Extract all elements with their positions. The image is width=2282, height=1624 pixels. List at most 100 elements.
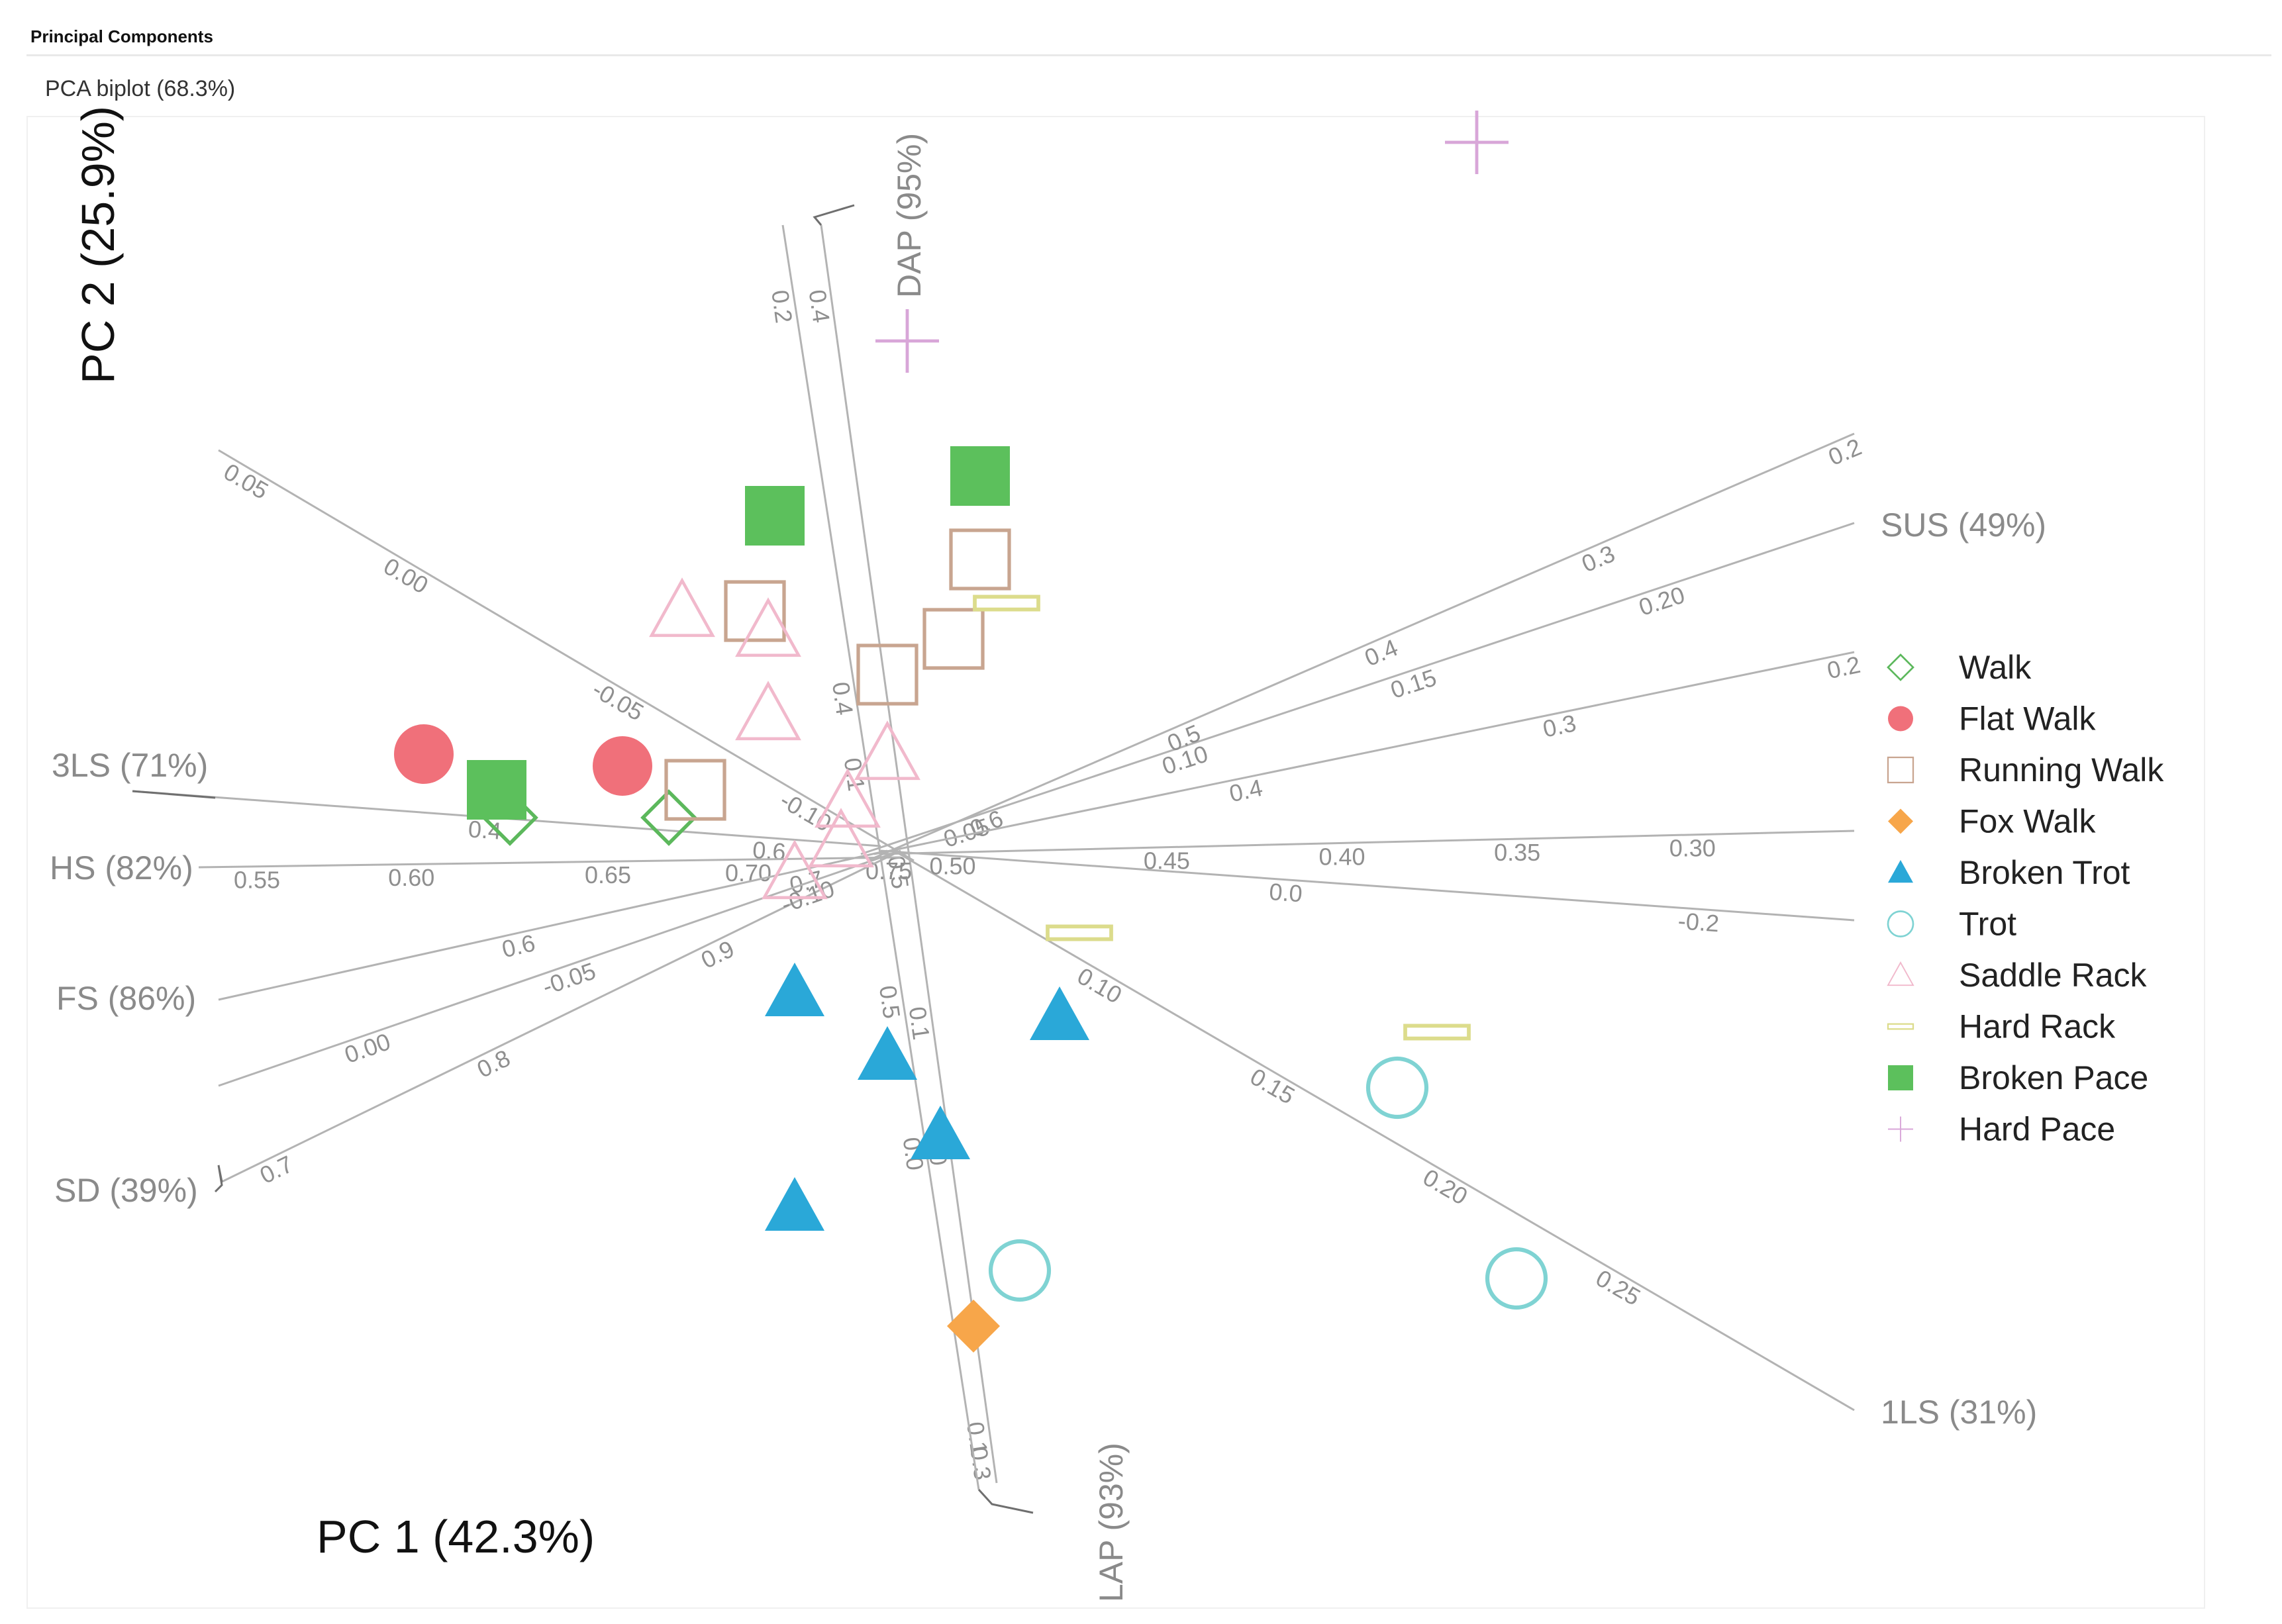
biplot-axis-lap-93: LAP (93%)0.40.10.50.00.2 (766, 224, 1130, 1602)
legend-marker (1888, 808, 1913, 834)
data-point (649, 577, 715, 638)
data-point (467, 760, 526, 820)
legend-item-trot: Trot (1887, 906, 2016, 943)
legend-marker (1888, 1065, 1913, 1090)
legend-label: Running Walk (1959, 751, 2164, 788)
axis-tick-label: 0.2 (766, 288, 798, 324)
data-point (988, 1239, 1052, 1302)
data-point (973, 595, 1040, 612)
axis-tick-label: 0.4 (1227, 774, 1265, 808)
axis-tick-label: 0.65 (585, 861, 631, 888)
biplot-axis-axis-12: 0.0 -0.2 (880, 849, 1855, 937)
axis-tick-label: 0.2 (1824, 433, 1865, 471)
data-point (922, 608, 985, 670)
data-point (1485, 1247, 1548, 1310)
axis-line (873, 651, 1855, 855)
biplot-axis-axis-11: 0.2 0.3 0.4 (873, 651, 1863, 855)
legend-marker (1888, 706, 1913, 732)
data-points (394, 111, 1548, 1353)
legend-label: Hard Pace (1959, 1111, 2115, 1148)
axis-tick-label: 0.3 (1540, 709, 1578, 743)
axis-tick-label: 0.30 (1669, 835, 1716, 862)
axis-tick-label: 0.15 (1387, 663, 1440, 704)
axis-tick-label: 0.1 (962, 1420, 993, 1457)
legend-marker (1887, 653, 1914, 681)
chart-subtitle: PCA biplot (68.3%) (45, 76, 236, 101)
series-broken-trot (765, 963, 1089, 1231)
legend-item-hard-rack: Hard Rack (1887, 1008, 2116, 1045)
legend-item-broken-trot: Broken Trot (1888, 854, 2130, 891)
legend-item-broken-pace: Broken Pace (1888, 1059, 2148, 1096)
data-point (854, 720, 920, 781)
axis-tick-label: 0.60 (388, 864, 434, 891)
axis-tick-label: 0.0 (1268, 878, 1303, 907)
axis-tick-label: 0.7 (256, 1150, 297, 1189)
data-point (875, 309, 939, 373)
legend-item-fox-walk: Fox Walk (1888, 803, 2096, 840)
axis-tick-label: 0.00 (341, 1027, 394, 1069)
legend-label: Saddle Rack (1959, 957, 2147, 994)
data-point (765, 1177, 824, 1231)
axis-tick-label: 0.3 (1577, 540, 1618, 577)
axis-tick-label: -0.05 (539, 957, 599, 1000)
axis-tick-label: 0.05 (219, 458, 273, 505)
biplot-axis-axis-13: -0.10-0.050.000.05 (218, 449, 915, 862)
axis-line (880, 849, 1855, 922)
data-point (724, 580, 786, 642)
axis-line (867, 432, 1855, 862)
data-point (745, 486, 805, 546)
biplot-axis-sus-49: SUS (49%)0.200.150.100.05 (860, 506, 2046, 855)
data-point (1030, 986, 1089, 1040)
data-point (815, 768, 881, 828)
axis-line (221, 849, 901, 1183)
legend-marker (1887, 961, 1914, 986)
legend-item-flat-walk: Flat Walk (1888, 700, 2096, 738)
biplot-axis-dap-95: DAP (95%)0.50.00.10.40.10.3 (804, 133, 998, 1484)
data-point (856, 644, 918, 706)
legend-label: Broken Trot (1959, 854, 2130, 891)
axis-tick-label: 0.2 (1824, 651, 1862, 685)
axis-tick-label: 0.4 (1361, 634, 1402, 671)
legend-item-saddle-rack: Saddle Rack (1887, 957, 2147, 994)
axis-end-cap (132, 790, 216, 799)
data-point (664, 759, 726, 821)
series-broken-pace (467, 446, 1010, 820)
biplot-axis-sd-39: SD (39%) 0.9 0.8 0.7 (54, 849, 901, 1209)
data-point (765, 963, 824, 1016)
axis-tick-label: 0.55 (234, 866, 280, 893)
legend-label: Fox Walk (1959, 803, 2096, 840)
axis-name: SUS (49%) (1881, 506, 2046, 544)
legend-marker (1887, 756, 1914, 784)
axis-tick-label: -0.05 (588, 675, 649, 726)
legend: Walk Flat Walk Running Walk Fox Walk Broken … (1887, 649, 2164, 1148)
data-point (947, 1300, 1000, 1353)
data-point (1445, 111, 1509, 174)
data-point (735, 597, 801, 657)
axis-tick-label: 0.15 (1246, 1063, 1299, 1110)
axis-tick-label: 0.3 (965, 1445, 997, 1482)
legend-item-running-walk: Running Walk (1887, 751, 2164, 788)
series-flat-walk (394, 724, 652, 796)
legend-label: Walk (1959, 649, 2032, 686)
legend-marker (1888, 1116, 1913, 1142)
axis-name: SD (39%) (54, 1172, 198, 1209)
data-point (762, 839, 828, 900)
axis-name: FS (86%) (56, 980, 196, 1017)
series-trot (988, 1056, 1548, 1310)
page-title: Principal Components (30, 26, 213, 46)
data-point (950, 446, 1010, 506)
axis-name: HS (82%) (50, 849, 193, 886)
axis-name: 1LS (31%) (1881, 1394, 2037, 1431)
axis-tick-label: 0.40 (1319, 843, 1365, 870)
series-hard-pace (875, 111, 1509, 373)
data-point (911, 1106, 970, 1159)
legend-label: Trot (1959, 906, 2016, 943)
legend-marker (1888, 860, 1913, 883)
axis-line (198, 856, 901, 869)
axis-tick-label: 0.00 (379, 552, 433, 599)
legend-label: Broken Pace (1959, 1059, 2148, 1096)
series-fox-walk (947, 1300, 1000, 1353)
axis-line (218, 449, 915, 862)
